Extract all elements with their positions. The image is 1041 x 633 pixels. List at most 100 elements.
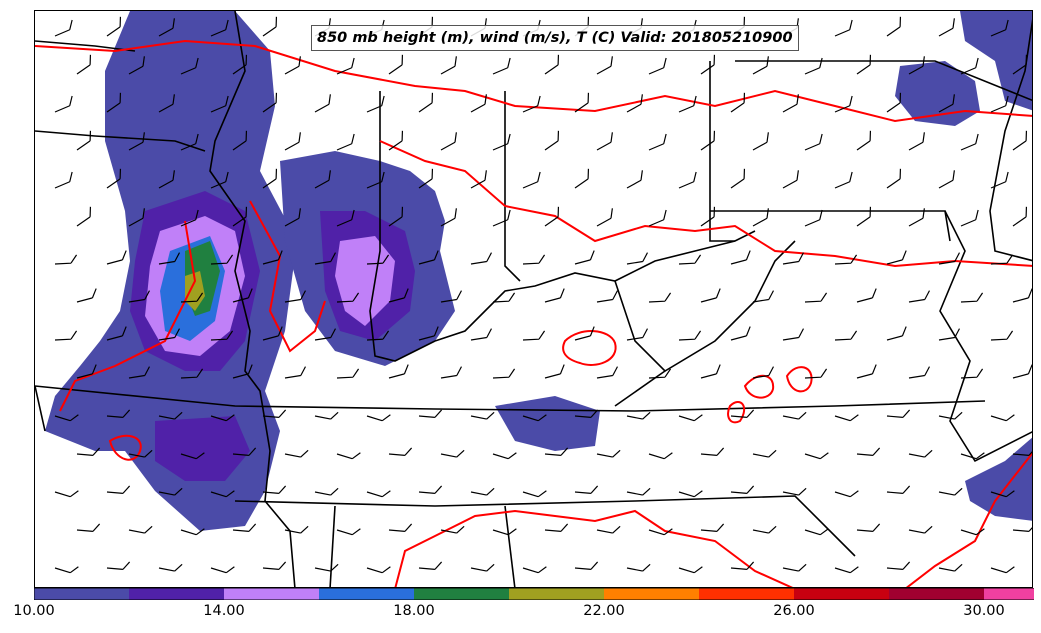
wind-barb	[960, 452, 985, 460]
wind-barb	[158, 411, 183, 420]
shade-region-light-central	[335, 236, 395, 326]
wind-barb	[418, 561, 443, 570]
wind-barb	[262, 326, 283, 341]
wind-barb	[158, 563, 183, 572]
wind-barb	[648, 133, 667, 151]
wind-barb	[648, 209, 667, 227]
colorbar-tick-label: 14.00	[203, 603, 245, 619]
wind-barb	[366, 414, 391, 422]
wind-barb	[938, 563, 963, 572]
wind-barb	[128, 366, 151, 379]
wind-barb	[752, 290, 775, 303]
wind-barb	[314, 328, 337, 341]
wind-barb	[388, 206, 404, 227]
wind-barb	[834, 171, 853, 189]
wind-barb	[418, 485, 443, 494]
wind-barb	[544, 364, 565, 379]
wind-barb	[366, 171, 385, 189]
wind-barb	[804, 368, 828, 379]
wind-barb	[648, 528, 673, 536]
wind-barb	[470, 328, 493, 341]
wind-barb	[54, 566, 79, 574]
wind-barb	[440, 525, 465, 534]
wind-barb	[76, 54, 92, 75]
wind-barb	[210, 171, 229, 189]
wind-barb	[158, 487, 183, 496]
map-title: 850 mb height (m), wind (m/s), T (C) Val…	[311, 25, 799, 51]
wind-barb	[1012, 523, 1032, 532]
wind-barb	[366, 490, 391, 498]
wind-barb	[492, 209, 511, 227]
wind-barb	[106, 16, 122, 37]
shade-region-kentucky	[495, 396, 600, 451]
wind-barb	[388, 130, 404, 151]
wind-barb	[886, 409, 911, 418]
wind-barb	[574, 561, 599, 570]
contour-loop-kentucky	[562, 330, 617, 366]
wind-barb	[678, 171, 697, 189]
wind-barb	[418, 92, 434, 113]
wind-barb	[886, 326, 907, 341]
wind-barb	[180, 292, 204, 303]
wind-barb	[522, 330, 546, 341]
wind-barb	[678, 414, 703, 422]
wind-barb	[804, 57, 823, 75]
wind-barb	[544, 447, 569, 456]
contour-loop-west-south	[108, 434, 142, 461]
wind-barb	[492, 368, 516, 379]
wind-barb	[418, 409, 443, 418]
wind-barb	[180, 57, 199, 75]
wind-barb	[834, 566, 859, 574]
shade-region-northeast	[895, 61, 980, 126]
wind-barb	[960, 528, 985, 536]
wind-barb	[106, 326, 127, 341]
colorbar-segment	[699, 588, 795, 600]
wind-barb	[782, 487, 807, 496]
wind-barb	[544, 206, 560, 227]
wind-barb	[54, 414, 79, 422]
shade-region-northeast-corner	[960, 11, 1032, 111]
wind-barb	[314, 94, 331, 113]
wind-barb	[492, 292, 516, 303]
wind-barb	[804, 133, 823, 151]
wind-barb	[210, 490, 235, 498]
wind-barb	[908, 208, 925, 227]
wind-barb	[284, 449, 309, 458]
colorbar-segment	[319, 588, 415, 600]
wind-barb	[678, 490, 703, 498]
wind-barb	[262, 561, 287, 570]
border-kentucky-tennessee	[35, 385, 986, 412]
colorbar-segment	[794, 588, 890, 600]
wind-barb	[752, 449, 777, 458]
wind-barb	[128, 449, 153, 458]
wind-barb	[596, 132, 613, 151]
wind-barb	[128, 56, 145, 75]
wind-barb	[158, 18, 175, 37]
wind-barb	[938, 94, 955, 113]
wind-barb	[1012, 447, 1032, 456]
colorbar-segment	[604, 588, 700, 600]
wind-barb	[106, 485, 131, 494]
temperature-contours	[35, 39, 1032, 587]
wind-barb	[752, 208, 769, 227]
wind-barb	[54, 490, 79, 498]
map-canvas	[35, 11, 1032, 587]
wind-barb	[648, 57, 667, 75]
wind-barb	[834, 414, 859, 422]
wind-barb	[210, 414, 235, 422]
wind-barb	[752, 525, 777, 534]
wind-barb	[470, 563, 495, 572]
wind-barb	[262, 92, 278, 113]
wind-barb	[730, 92, 746, 113]
wind-barb	[522, 414, 547, 422]
wind-barb	[210, 95, 229, 113]
border-pa-md	[710, 210, 951, 242]
wind-barbs	[54, 16, 1032, 574]
wind-barb	[856, 364, 877, 379]
wind-barb	[908, 132, 925, 151]
colorbar-segment	[224, 588, 320, 600]
wind-barb	[180, 528, 205, 536]
wind-barb	[284, 290, 307, 303]
wind-barb	[730, 250, 751, 265]
wind-barb	[314, 170, 331, 189]
